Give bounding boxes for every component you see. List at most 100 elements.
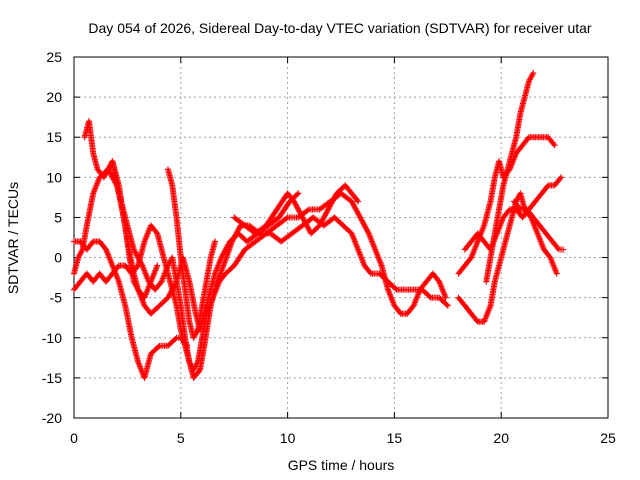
y-tick-label: 0 — [54, 250, 62, 266]
marker-trail — [97, 271, 108, 284]
marker-trail — [520, 135, 531, 147]
marker-trail — [142, 304, 153, 316]
data-point — [551, 142, 558, 149]
series-sat-e — [109, 158, 161, 301]
marker-trail — [462, 304, 474, 316]
marker-trail — [167, 280, 180, 308]
marker-trail — [135, 240, 148, 267]
y-tick-label: 5 — [54, 209, 62, 225]
marker-trail — [103, 248, 115, 267]
marker-trail — [541, 247, 553, 260]
marker-trail — [149, 343, 162, 356]
marker-trail — [487, 175, 498, 203]
marker-trail — [481, 200, 494, 227]
marker-trail — [90, 175, 102, 195]
marker-trail — [552, 175, 563, 188]
marker-trail — [274, 191, 290, 212]
marker-trail — [199, 280, 210, 308]
marker-trail — [349, 232, 361, 251]
marker-trail — [505, 151, 515, 171]
y-tick-label: -20 — [42, 410, 62, 426]
marker-trail — [437, 295, 450, 308]
series-sat-f — [164, 166, 218, 341]
marker-trail — [84, 271, 96, 284]
marker-trail — [178, 256, 188, 292]
y-tick-label: -5 — [50, 290, 63, 306]
marker-trail — [513, 111, 524, 139]
marker-trail — [195, 304, 205, 332]
marker-trail — [221, 240, 235, 267]
marker-trail — [90, 151, 101, 171]
marker-trail — [462, 239, 474, 252]
marker-trail — [136, 287, 147, 300]
marker-trail — [517, 95, 528, 115]
marker-trail — [420, 287, 433, 300]
marker-trail — [264, 207, 280, 228]
marker-trail — [148, 223, 160, 236]
marker-trail — [372, 248, 384, 267]
y-tick-label: -15 — [42, 370, 62, 386]
marker-trail — [236, 231, 249, 244]
x-tick-label: 0 — [70, 430, 78, 446]
marker-trail — [178, 336, 190, 348]
series-sat-d — [71, 238, 191, 381]
marker-trail — [286, 214, 300, 221]
marker-trail — [377, 271, 390, 284]
x-tick-label: 10 — [280, 430, 296, 446]
x-tick-label: 25 — [600, 430, 616, 446]
marker-trail — [169, 183, 180, 219]
marker-trail — [300, 215, 314, 236]
marker-trail — [158, 342, 170, 349]
marker-trail — [349, 199, 363, 219]
marker-trail — [505, 216, 515, 235]
marker-trail — [496, 248, 506, 267]
marker-trail — [197, 344, 208, 372]
chart-title: Day 054 of 2026, Sidereal Day-to-day VTE… — [88, 20, 592, 36]
marker-trail — [492, 264, 502, 284]
marker-trail — [208, 280, 220, 308]
y-tick-label: 20 — [46, 89, 62, 105]
marker-trail — [76, 248, 85, 259]
y-tick-label: 15 — [46, 129, 62, 145]
marker-trail — [334, 183, 348, 196]
marker-trail — [332, 215, 345, 228]
marker-trail — [500, 232, 511, 251]
marker-trail — [166, 335, 179, 348]
marker-trail — [173, 280, 184, 308]
data-point — [444, 302, 451, 309]
marker-trail — [122, 224, 133, 259]
y-tick-labels: -20 -15 -10 -5 0 5 10 15 20 25 — [42, 49, 62, 426]
marker-trail — [366, 232, 378, 251]
x-tick-label: 15 — [387, 430, 403, 446]
x-axis-label: GPS time / hours — [288, 457, 395, 473]
marker-trail — [201, 304, 214, 348]
marker-trail — [97, 239, 108, 252]
x-tick-labels: 0 5 10 15 20 25 — [70, 430, 616, 446]
marker-trail — [385, 288, 397, 308]
marker-trail — [208, 240, 218, 259]
marker-trail — [309, 223, 322, 236]
marker-trail — [483, 256, 494, 284]
marker-trail — [531, 215, 542, 228]
data-point — [355, 198, 362, 205]
marker-trail — [469, 312, 480, 324]
marker-trail — [148, 264, 160, 284]
data-point — [211, 238, 218, 245]
series-sat-l — [511, 198, 567, 253]
marker-trail — [122, 304, 135, 340]
marker-trail — [468, 240, 481, 259]
marker-trail — [214, 264, 226, 284]
marker-trail — [173, 216, 184, 259]
marker-trail — [153, 279, 164, 292]
marker-trail — [488, 232, 500, 251]
y-tick-label: 10 — [46, 169, 62, 185]
marker-trail — [229, 223, 243, 244]
marker-trail — [349, 191, 361, 204]
marker-trail — [129, 336, 141, 364]
marker-trail — [487, 280, 498, 308]
data-point — [442, 294, 449, 301]
marker-trail — [279, 231, 294, 244]
x-tick-label: 5 — [177, 430, 185, 446]
marker-trail — [78, 271, 89, 284]
